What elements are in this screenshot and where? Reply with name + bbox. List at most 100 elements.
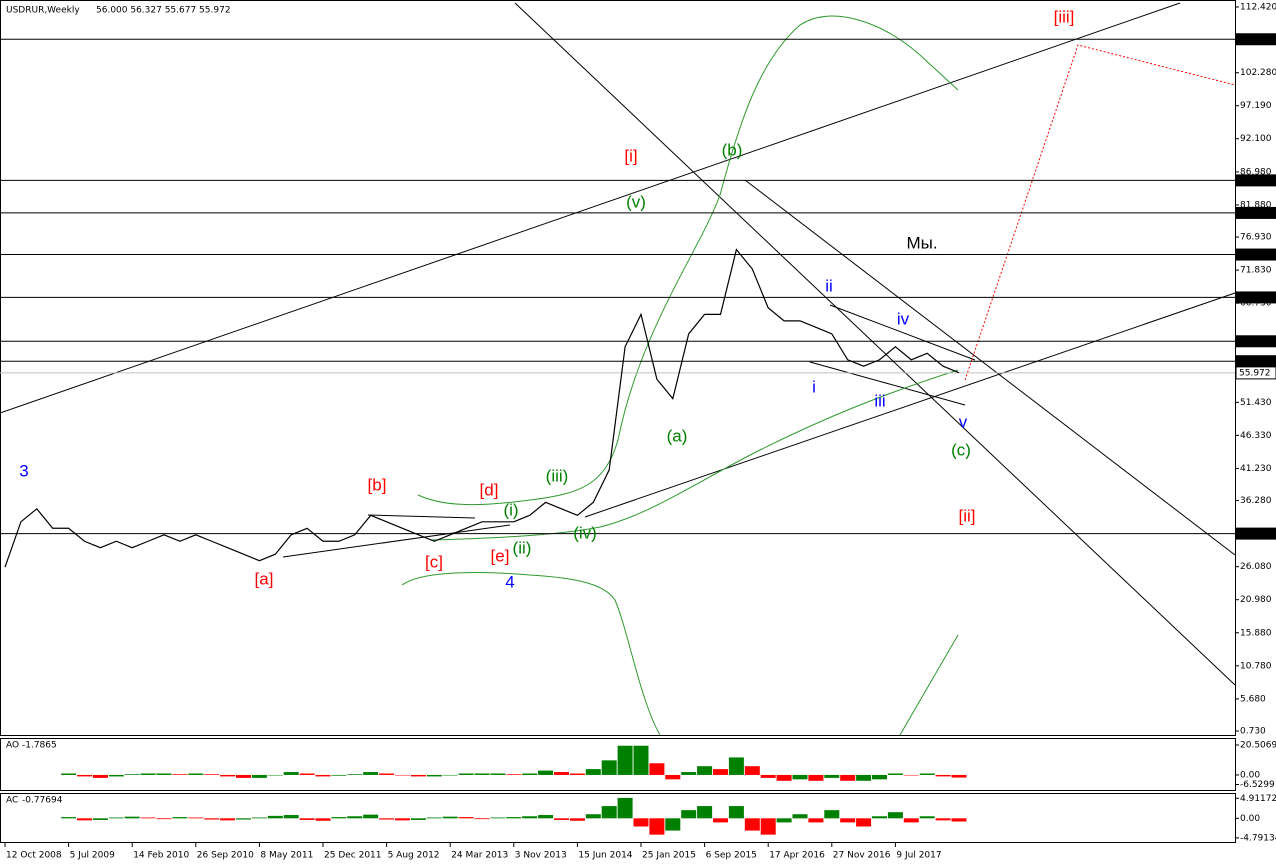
histogram-bar: [601, 760, 617, 775]
y-tick-label: -6.5299: [1240, 780, 1275, 790]
histogram-bar: [681, 772, 697, 775]
wave-label: [d]: [480, 480, 499, 499]
histogram-bar: [426, 774, 442, 777]
level-box: [1236, 335, 1276, 348]
histogram-bar: [824, 774, 840, 778]
histogram-bar: [363, 772, 379, 775]
histogram-bar: [554, 818, 569, 820]
histogram-bar: [903, 818, 919, 823]
wave-label: [c]: [425, 552, 443, 571]
x-tick-label: 25 Dec 2011: [324, 851, 382, 861]
wave-label: [a]: [255, 569, 274, 588]
y-tick-label: 10.780: [1240, 661, 1272, 671]
histogram-bar: [347, 774, 363, 775]
histogram-bar: [776, 818, 792, 823]
histogram-bar: [919, 816, 935, 819]
wave-label: [ii]: [959, 506, 976, 525]
trend-line: [514, 2, 1236, 686]
x-tick-label: 12 Oct 2008: [6, 851, 62, 861]
histogram-bar: [728, 806, 744, 819]
x-tick-label: 6 Sep 2015: [706, 851, 757, 861]
histogram-bar: [283, 815, 299, 819]
histogram-bar: [347, 816, 363, 819]
y-tick-label: 71.830: [1240, 266, 1272, 276]
histogram-bar: [569, 818, 585, 821]
histogram-bar: [697, 766, 713, 775]
level-label: 67.614: [1239, 293, 1271, 303]
histogram-bar: [188, 817, 204, 819]
histogram-bar: [601, 806, 617, 819]
trend-line: [282, 524, 511, 558]
x-tick-label: 3 Nov 2013: [515, 851, 567, 861]
x-tick-label: 5 Jul 2009: [70, 851, 115, 861]
histogram-bar: [935, 774, 951, 777]
histogram-bar: [77, 818, 92, 821]
y-tick-label: 0.00: [1240, 770, 1260, 780]
histogram-bar: [204, 774, 220, 775]
indicator-title: AC: [6, 796, 18, 806]
trend-line: [744, 179, 1236, 556]
histogram-bar: [92, 818, 108, 820]
wave-label: [e]: [491, 546, 510, 565]
x-tick-label: 24 Mar 2013: [451, 851, 508, 861]
histogram-bar: [522, 773, 538, 775]
level-box: [1236, 174, 1276, 187]
histogram-bar: [331, 774, 347, 776]
price-line: [4, 248, 960, 568]
y-tick-label: 20.5069: [1240, 741, 1276, 751]
histogram-bar: [267, 815, 283, 819]
wave-label: (b): [722, 140, 743, 159]
x-tick-label: 15 Jun 2014: [578, 851, 632, 861]
histogram-bar: [681, 810, 697, 819]
x-tick-label: 5 Aug 2012: [388, 851, 440, 861]
x-tick-label: 9 Jul 2017: [896, 851, 941, 861]
histogram-bar: [363, 814, 379, 819]
wave-label: ii: [825, 276, 833, 295]
ohlc: 56.000 56.327 55.677 55.972: [96, 6, 231, 16]
histogram-bar: [585, 814, 601, 819]
level-label: 60.849: [1239, 337, 1271, 347]
histogram-bar: [935, 818, 951, 821]
envelope: [401, 15, 959, 736]
histogram-bar: [633, 818, 649, 827]
histogram-bar: [538, 815, 554, 819]
x-tick-label: 27 Nov 2016: [833, 851, 891, 861]
wave-label: 4: [505, 572, 514, 591]
histogram-bar: [872, 816, 887, 819]
y-tick-label: 102.280: [1240, 68, 1276, 78]
histogram-bar: [538, 770, 554, 775]
histogram-bar: [156, 818, 172, 820]
histogram-bar: [474, 818, 490, 820]
histogram-bar: [92, 774, 108, 778]
trend-line: [0, 2, 1181, 414]
x-tick-label: 25 Jan 2015: [642, 851, 696, 861]
histogram-bar: [728, 757, 744, 775]
x-tick-label: 14 Feb 2010: [133, 851, 189, 861]
level-box: [1236, 206, 1276, 219]
histogram-bar: [617, 745, 633, 775]
y-tick-label: 0.730: [1240, 726, 1266, 736]
histogram-bar: [299, 818, 315, 820]
histogram-bar: [251, 774, 267, 778]
envelope-upper: [417, 15, 959, 506]
histogram-bar: [569, 773, 585, 775]
histogram-bar: [713, 818, 728, 823]
histogram-bar: [808, 818, 824, 823]
wave-label: (a): [667, 426, 688, 445]
envelope-lower: [899, 634, 959, 736]
histogram-bar: [919, 773, 935, 775]
histogram-bar: [267, 774, 283, 776]
indicator-title: AO: [6, 741, 19, 751]
x-tick-label: 26 Sep 2010: [197, 851, 254, 861]
histogram-bar: [124, 816, 140, 819]
histogram-bar: [172, 774, 188, 775]
wave-label: Мы.: [906, 233, 937, 252]
y-tick-label: 26.080: [1240, 562, 1272, 572]
histogram-bar: [808, 774, 824, 781]
wave-label: (iv): [573, 523, 597, 542]
histogram-bar: [760, 818, 776, 835]
y-tick-label: 112.420: [1240, 3, 1276, 13]
histogram-bar: [220, 774, 236, 777]
y-tick-label: 86.980: [1240, 167, 1272, 177]
